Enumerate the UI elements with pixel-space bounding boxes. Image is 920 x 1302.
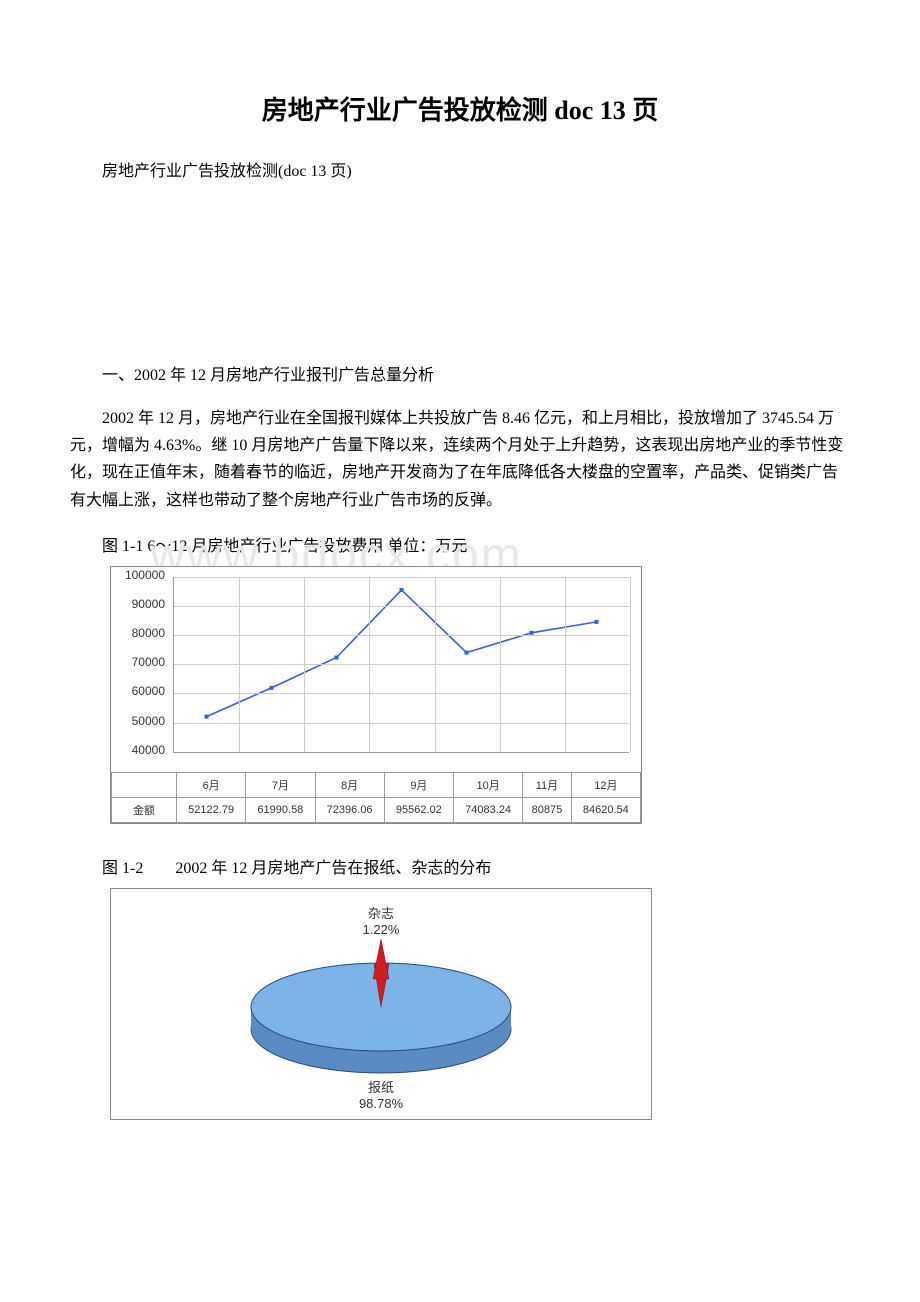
line-marker bbox=[530, 631, 534, 635]
line-series bbox=[207, 590, 597, 717]
grid-line bbox=[174, 664, 629, 665]
line-marker bbox=[595, 620, 599, 624]
grid-line bbox=[174, 693, 629, 694]
grid-line bbox=[500, 577, 501, 752]
x-category-label: 9月 bbox=[384, 772, 453, 797]
grid-line bbox=[239, 577, 240, 752]
y-tick-label: 60000 bbox=[132, 684, 165, 698]
line-marker bbox=[270, 686, 274, 690]
body-paragraph: 2002 年 12 月，房地产行业在全国报刊媒体上共投放广告 8.46 亿元，和… bbox=[70, 405, 850, 514]
data-cell: 72396.06 bbox=[315, 797, 384, 822]
grid-line bbox=[304, 577, 305, 752]
grid-line bbox=[174, 723, 629, 724]
x-category-label: 11月 bbox=[523, 772, 571, 797]
data-cell: 95562.02 bbox=[384, 797, 453, 822]
x-category-label: 12月 bbox=[571, 772, 640, 797]
data-cell: 84620.54 bbox=[571, 797, 640, 822]
y-tick-label: 70000 bbox=[132, 655, 165, 669]
y-tick-label: 50000 bbox=[132, 714, 165, 728]
y-tick-label: 100000 bbox=[125, 568, 165, 582]
data-cell: 80875 bbox=[523, 797, 571, 822]
page-title: 房地产行业广告投放检测 doc 13 页 bbox=[70, 90, 850, 127]
pie-label-newspaper: 报纸 98.78% bbox=[351, 1077, 411, 1111]
chart1-caption: 图 1-1 6～12 月房地产行业广告投放费用 单位：万元 bbox=[70, 532, 850, 556]
pie-chart: 杂志 1.22% 报纸 98.78% bbox=[110, 888, 652, 1120]
grid-line bbox=[435, 577, 436, 752]
pie-slice-label: 报纸 bbox=[351, 1077, 411, 1096]
line-chart: 400005000060000700008000090000100000 6月7… bbox=[110, 566, 642, 824]
grid-line bbox=[174, 635, 629, 636]
chart-grid bbox=[173, 577, 629, 753]
grid-line bbox=[369, 577, 370, 752]
line-marker bbox=[205, 714, 209, 718]
data-cell: 52122.79 bbox=[177, 797, 246, 822]
grid-line bbox=[565, 577, 566, 752]
line-chart-container: www.bdocx.com 40000500006000070000800009… bbox=[110, 566, 850, 824]
grid-line bbox=[174, 606, 629, 607]
pie-slice-percent: 98.78% bbox=[351, 1096, 411, 1111]
chart2-caption: 图 1-2 2002 年 12 月房地产广告在报纸、杂志的分布 bbox=[70, 854, 850, 878]
pie-chart-container: 杂志 1.22% 报纸 98.78% bbox=[110, 888, 850, 1120]
x-category-label: 10月 bbox=[454, 772, 523, 797]
subtitle-text: 房地产行业广告投放检测(doc 13 页) bbox=[70, 157, 850, 181]
y-tick-label: 80000 bbox=[132, 626, 165, 640]
data-cell: 61990.58 bbox=[246, 797, 315, 822]
x-category-label: 7月 bbox=[246, 772, 315, 797]
data-cell: 74083.24 bbox=[454, 797, 523, 822]
section-heading: 一、2002 年 12 月房地产行业报刊广告总量分析 bbox=[70, 361, 850, 385]
row-label: 金额 bbox=[112, 797, 177, 822]
line-marker bbox=[400, 588, 404, 592]
pie-pointer-icon bbox=[373, 939, 389, 979]
line-marker bbox=[465, 650, 469, 654]
y-tick-label: 90000 bbox=[132, 597, 165, 611]
x-category-label: 8月 bbox=[315, 772, 384, 797]
line-marker bbox=[335, 655, 339, 659]
y-tick-label: 40000 bbox=[132, 743, 165, 757]
grid-line bbox=[174, 577, 629, 578]
y-axis-labels: 400005000060000700008000090000100000 bbox=[117, 575, 169, 755]
x-category-label: 6月 bbox=[177, 772, 246, 797]
chart-data-table: 6月7月8月9月10月11月12月金额52122.7961990.5872396… bbox=[111, 772, 641, 823]
grid-line bbox=[630, 577, 631, 752]
